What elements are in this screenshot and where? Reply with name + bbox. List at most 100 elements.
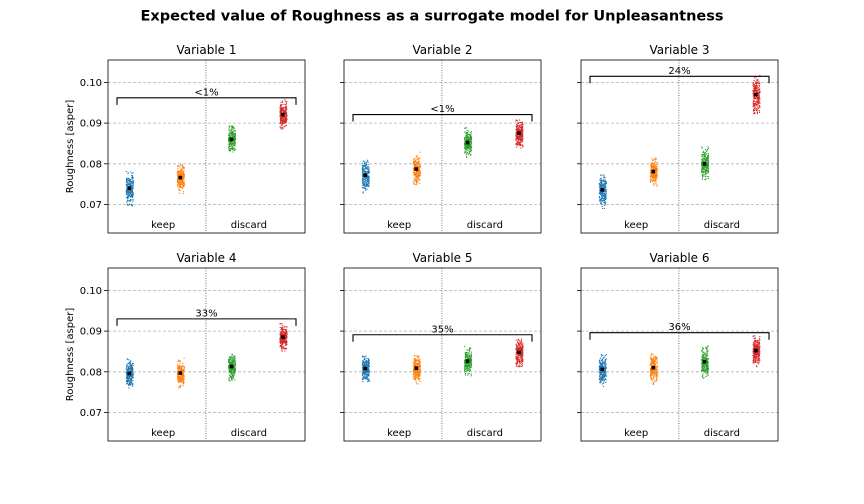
data-point: [130, 367, 132, 369]
data-point: [230, 357, 232, 359]
data-point: [129, 383, 131, 385]
data-point: [126, 383, 128, 385]
data-point: [181, 166, 183, 168]
data-point: [758, 105, 761, 107]
data-point: [131, 366, 133, 369]
data-point: [285, 113, 287, 115]
data-point: [702, 154, 704, 156]
data-point: [651, 164, 653, 166]
data-point: [127, 381, 129, 383]
data-point: [181, 173, 183, 175]
data-point: [231, 356, 233, 358]
data-point: [126, 200, 128, 202]
data-point: [127, 177, 130, 179]
data-point: [418, 374, 420, 376]
data-point: [517, 137, 519, 139]
data-point: [466, 137, 468, 139]
data-point: [520, 351, 522, 353]
significance-bracket: [352, 334, 533, 342]
data-point: [285, 103, 287, 105]
data-point: [468, 357, 470, 359]
data-point: [600, 192, 602, 194]
data-point: [470, 141, 472, 143]
data-point: [228, 357, 230, 359]
data-point: [652, 179, 654, 181]
data-point: [519, 359, 521, 361]
data-point: [125, 181, 128, 183]
data-point: [368, 359, 370, 361]
data-point: [285, 343, 287, 345]
data-point: [518, 135, 520, 137]
data-point: [179, 386, 181, 388]
data-point: [654, 170, 656, 172]
data-point: [652, 174, 655, 176]
data-point: [605, 197, 607, 199]
data-point: [756, 86, 758, 88]
data-point: [413, 181, 415, 183]
data-point: [413, 374, 415, 376]
data-point: [469, 357, 471, 360]
data-point: [414, 359, 416, 361]
data-point: [364, 358, 366, 360]
data-point: [417, 175, 419, 177]
data-point: [132, 184, 134, 186]
data-point: [364, 356, 366, 358]
data-point: [181, 177, 183, 179]
data-point: [413, 165, 415, 167]
data-point: [127, 192, 129, 194]
data-point: [286, 334, 288, 336]
data-point: [228, 136, 231, 138]
data-point: [279, 123, 281, 125]
data-point: [127, 368, 129, 370]
data-point: [465, 352, 468, 354]
data-point: [703, 174, 705, 176]
data-point: [416, 156, 418, 158]
data-point: [707, 147, 709, 150]
data-point: [367, 370, 369, 372]
data-point: [130, 360, 132, 362]
data-point: [603, 201, 605, 203]
data-point: [232, 358, 234, 360]
data-point: [228, 356, 231, 358]
data-point: [367, 166, 369, 168]
data-point: [600, 199, 602, 201]
data-point: [520, 354, 522, 356]
data-point: [180, 186, 182, 188]
data-point: [521, 140, 523, 142]
data-point: [229, 362, 231, 364]
data-point: [285, 118, 287, 120]
data-point: [128, 191, 130, 193]
data-point: [180, 378, 182, 380]
data-point: [284, 326, 286, 328]
data-point: [181, 378, 183, 380]
data-point: [601, 185, 603, 187]
data-point: [464, 371, 466, 373]
panel-title: Variable 2: [412, 43, 472, 57]
data-point: [280, 119, 282, 121]
data-point: [279, 341, 281, 343]
data-point: [758, 93, 760, 95]
data-point: [653, 159, 655, 161]
data-point: [759, 101, 761, 103]
data-point: [179, 181, 181, 184]
data-point: [414, 179, 417, 181]
data-point: [126, 382, 128, 384]
data-point: [286, 331, 288, 333]
data-point: [234, 368, 236, 370]
data-point: [129, 364, 131, 366]
data-point: [126, 185, 128, 187]
data-point: [520, 341, 523, 343]
data-point: [469, 367, 471, 369]
data-point: [285, 116, 287, 118]
data-point: [757, 89, 759, 92]
data-point: [522, 349, 524, 351]
data-point: [520, 349, 522, 351]
data-point: [600, 182, 602, 184]
data-point: [128, 192, 130, 194]
data-point: [414, 363, 416, 365]
data-point: [757, 79, 759, 81]
data-point: [364, 168, 366, 170]
data-point: [758, 94, 760, 97]
data-point: [231, 133, 233, 135]
data-point: [283, 121, 285, 123]
